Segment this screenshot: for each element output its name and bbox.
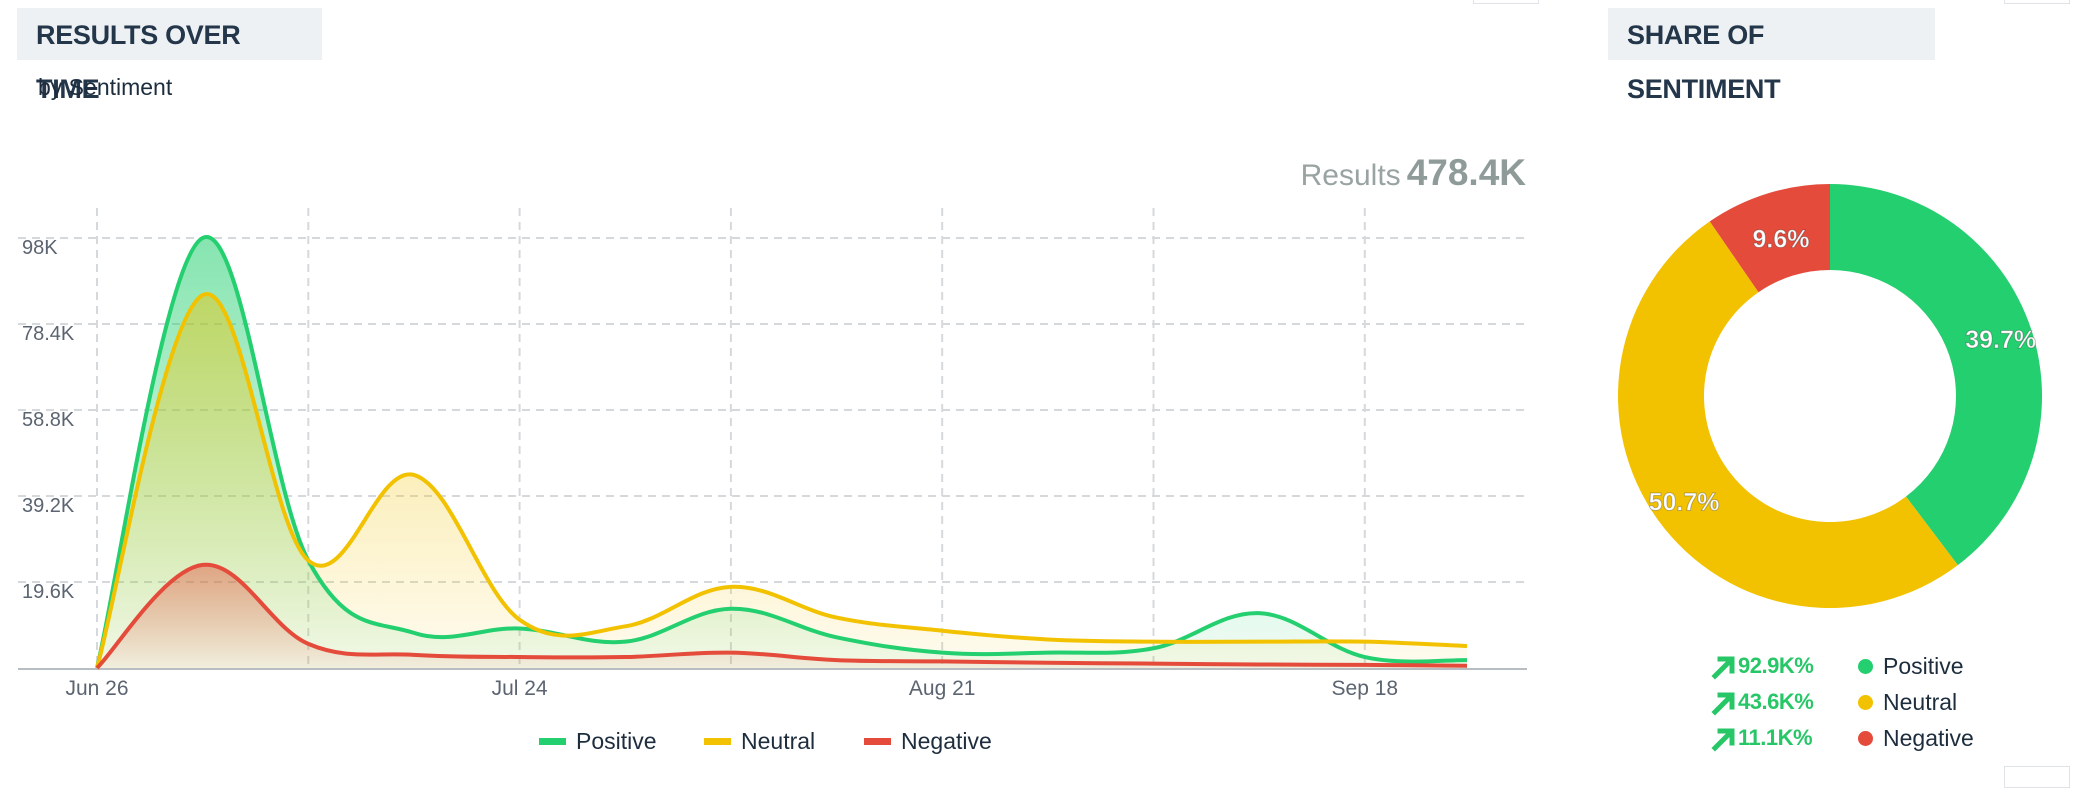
- data-point-neutral[interactable]: [1461, 640, 1473, 652]
- y-tick-label: 19.6K: [22, 581, 75, 603]
- donut-slice-positive[interactable]: [1830, 184, 2042, 566]
- results-total: Results 478.4K: [1301, 152, 1526, 194]
- legend-swatch-positive: [539, 737, 566, 745]
- donut-legend-positive[interactable]: 92.9K% Positive: [1710, 651, 1964, 681]
- legend-swatch-neutral: [704, 737, 731, 745]
- data-point-negative[interactable]: [514, 651, 526, 663]
- data-point-neutral[interactable]: [408, 469, 420, 481]
- results-value: 478.4K: [1406, 152, 1526, 193]
- area-fill-negative: [97, 564, 1467, 668]
- data-point-neutral[interactable]: [1148, 636, 1160, 648]
- x-tick-label: Jul 24: [492, 677, 548, 700]
- data-point-neutral[interactable]: [725, 581, 737, 593]
- trend-up-arrow-icon: [1711, 728, 1735, 752]
- legend-label-neutral: Neutral: [741, 727, 816, 754]
- legend-dot-neutral: [1858, 694, 1873, 710]
- results-over-time-chart: 19.6K 39.2K 58.8K 78.4K 98K Jun 26 Jul 24 Aug 2…: [18, 208, 1530, 700]
- donut-slice-label: 9.6%: [1752, 225, 1809, 253]
- results-over-time-title: RESULTS OVER TIME: [17, 8, 322, 104]
- data-point-positive[interactable]: [725, 603, 737, 615]
- data-point-positive[interactable]: [408, 627, 420, 639]
- data-point-neutral[interactable]: [197, 289, 209, 301]
- x-tick-label: Sep 18: [1332, 677, 1399, 700]
- data-point-negative[interactable]: [1461, 660, 1473, 672]
- donut-slice-negative[interactable]: [1709, 184, 1830, 293]
- donut-legend-label: Neutral: [1883, 688, 1958, 715]
- data-point-positive[interactable]: [831, 631, 843, 643]
- data-point-negative[interactable]: [831, 654, 843, 666]
- y-tick-label: 98K: [22, 237, 58, 259]
- data-point-negative[interactable]: [1253, 658, 1265, 670]
- data-point-neutral[interactable]: [619, 620, 631, 632]
- area-fill-neutral: [97, 293, 1467, 668]
- area-legend-positive[interactable]: Positive: [539, 726, 657, 756]
- donut-slice-neutral[interactable]: [1617, 221, 1958, 609]
- data-point-negative[interactable]: [302, 638, 314, 650]
- data-point-negative[interactable]: [619, 651, 631, 663]
- data-point-negative[interactable]: [1042, 657, 1054, 669]
- donut-legend-label: Negative: [1883, 724, 1974, 751]
- legend-dot-negative: [1858, 730, 1873, 746]
- donut-legend-neutral[interactable]: 43.6K% Neutral: [1710, 687, 1957, 717]
- data-point-positive[interactable]: [619, 636, 631, 648]
- data-point-neutral[interactable]: [514, 614, 526, 626]
- data-point-negative[interactable]: [1359, 659, 1371, 671]
- y-tick-label: 78.4K: [22, 323, 75, 345]
- widget-corner: [2004, 766, 2070, 788]
- x-tick-label: Jun 26: [65, 677, 128, 700]
- y-tick-label: 39.2K: [22, 495, 75, 517]
- legend-label-positive: Positive: [576, 727, 657, 754]
- data-point-negative[interactable]: [936, 655, 948, 667]
- donut-legend-value: 43.6K%: [1738, 689, 1814, 714]
- trend-up-arrow-icon: [1711, 692, 1735, 716]
- results-label: Results: [1300, 159, 1401, 192]
- trend-up-arrow-icon: [1711, 656, 1735, 680]
- data-point-negative[interactable]: [91, 662, 103, 674]
- data-point-neutral[interactable]: [1253, 636, 1265, 648]
- data-point-neutral[interactable]: [831, 612, 843, 624]
- data-point-neutral[interactable]: [1042, 633, 1054, 645]
- share-of-sentiment-donut: 39.7% 50.7% 9.6%: [1617, 184, 2042, 609]
- y-tick-label: 58.8K: [22, 409, 75, 431]
- data-point-positive[interactable]: [1253, 607, 1265, 619]
- legend-swatch-negative: [864, 737, 891, 745]
- donut-legend-negative[interactable]: 11.1K% Negative: [1710, 723, 1974, 753]
- data-point-negative[interactable]: [197, 559, 209, 571]
- donut-slice-label: 50.7%: [1649, 488, 1720, 516]
- widget-corner: [2004, 0, 2070, 4]
- donut-legend-value: 11.1K%: [1738, 725, 1813, 750]
- donut-legend-value: 92.9K%: [1738, 653, 1814, 678]
- donut-legend-label: Positive: [1883, 652, 1964, 679]
- widget-corner: [1473, 0, 1539, 4]
- share-of-sentiment-title: SHARE OF SENTIMENT: [1608, 8, 1935, 104]
- donut-slice-label: 39.7%: [1965, 326, 2036, 354]
- series-line-neutral[interactable]: [95, 292, 1468, 669]
- chart-subtitle: by Sentiment: [38, 74, 173, 100]
- data-point-negative[interactable]: [725, 647, 737, 659]
- data-point-neutral[interactable]: [302, 555, 314, 567]
- data-point-positive[interactable]: [197, 232, 209, 244]
- data-point-neutral[interactable]: [1359, 636, 1371, 648]
- data-point-neutral[interactable]: [936, 625, 948, 637]
- area-legend-negative[interactable]: Negative: [864, 726, 992, 756]
- series-line-negative[interactable]: [95, 562, 1468, 670]
- data-point-negative[interactable]: [408, 649, 420, 661]
- legend-dot-positive: [1858, 658, 1873, 674]
- series-line-positive[interactable]: [95, 235, 1468, 669]
- area-legend-neutral[interactable]: Neutral: [704, 726, 815, 756]
- x-tick-label: Aug 21: [909, 677, 976, 700]
- data-point-negative[interactable]: [1148, 658, 1160, 670]
- legend-label-negative: Negative: [901, 727, 992, 754]
